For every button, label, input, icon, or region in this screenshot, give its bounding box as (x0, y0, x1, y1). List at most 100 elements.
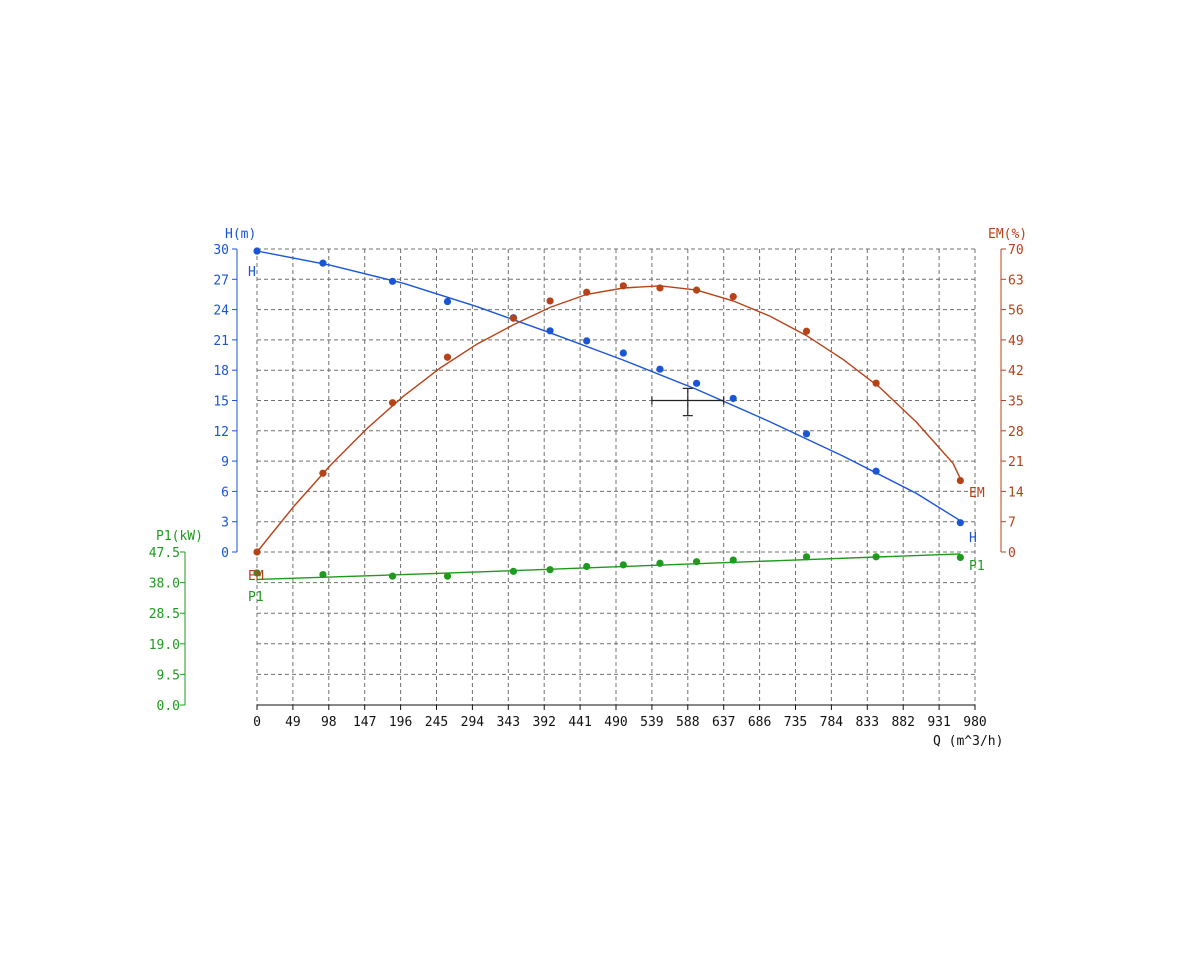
p1-data-point (656, 559, 664, 567)
h-data-point (729, 394, 737, 403)
x-tick-label: 196 (389, 715, 412, 730)
em-tick-label: 70 (1008, 243, 1024, 258)
h-data-point (319, 259, 327, 267)
p1-series-label-start: P1 (248, 590, 264, 605)
em-data-point (546, 297, 554, 305)
em-data-point (509, 314, 518, 322)
em-axis-title: EM(%) (988, 227, 1027, 242)
p1-data-point (583, 562, 591, 571)
h-tick-label: 21 (213, 334, 229, 349)
h-tick-label: 12 (213, 425, 229, 440)
x-tick-label: 931 (927, 715, 950, 730)
h-tick-label: 9 (221, 455, 229, 470)
h-data-point (443, 297, 452, 306)
em-tick-label: 42 (1008, 364, 1024, 379)
x-tick-label: 392 (532, 715, 555, 730)
x-tick-label: 490 (604, 715, 627, 730)
p1-axis-title: P1(kW) (156, 529, 203, 544)
em-tick-label: 0 (1008, 546, 1016, 561)
h-curve (256, 250, 961, 522)
x-tick-label: 686 (748, 715, 771, 730)
em-tick-label: 56 (1008, 304, 1024, 319)
em-tick-label: 7 (1008, 516, 1016, 531)
x-tick-label: 49 (285, 715, 301, 730)
h-tick-label: 24 (213, 304, 229, 319)
em-data-point (956, 476, 964, 485)
x-tick-label: 441 (568, 715, 591, 730)
h-axis-title: H(m) (225, 227, 256, 242)
p1-data-point (872, 553, 880, 561)
em-data-point (319, 469, 327, 477)
h-data-point (956, 519, 964, 527)
h-data-point (583, 337, 591, 345)
h-data-point (619, 349, 627, 357)
em-tick-label: 49 (1008, 334, 1024, 349)
p1-tick-label: 19.0 (149, 638, 180, 653)
x-tick-label: 0 (253, 715, 261, 730)
em-data-point (388, 399, 397, 407)
h-tick-label: 27 (213, 273, 229, 288)
x-tick-label: 539 (640, 715, 663, 730)
p1-data-point (443, 572, 452, 580)
h-data-point (546, 327, 554, 335)
grid (256, 248, 976, 706)
p1-data-point (509, 567, 518, 575)
em-series-label-end: EM (969, 486, 985, 501)
axes: 0 49 98 147 196 245 294 343 392 441 490 539 588 637 68… (149, 243, 1024, 730)
p1-series-label-end: P1 (969, 559, 985, 574)
p1-tick-label: 47.5 (149, 546, 180, 561)
em-data-point (692, 286, 701, 294)
em-data-point (253, 548, 261, 556)
em-curve (256, 285, 961, 553)
p1-data-point (619, 561, 627, 569)
h-data-point (872, 467, 880, 475)
h-tick-label: 30 (213, 243, 229, 258)
h-tick-label: 15 (213, 395, 229, 410)
h-tick-label: 6 (221, 485, 229, 500)
em-data-point (802, 327, 811, 335)
x-tick-label: 294 (461, 715, 485, 730)
h-tick-label: 0 (221, 546, 229, 561)
x-tick-label: 882 (891, 715, 914, 730)
p1-data-point (692, 558, 701, 566)
em-data-point (443, 353, 452, 361)
series (253, 247, 964, 581)
em-tick-label: 21 (1008, 455, 1024, 470)
em-data-point (583, 288, 591, 296)
em-data-point (872, 379, 880, 387)
p1-data-point (729, 556, 737, 564)
p1-data-point (319, 570, 327, 579)
h-data-point (253, 247, 261, 255)
x-tick-label: 343 (497, 715, 520, 730)
h-data-point (656, 365, 664, 373)
em-data-point (729, 293, 737, 301)
x-tick-label: 833 (856, 715, 879, 730)
x-tick-label: 784 (820, 715, 844, 730)
em-tick-label: 14 (1008, 485, 1024, 500)
x-tick-label: 98 (321, 715, 337, 730)
p1-tick-label: 28.5 (149, 607, 180, 622)
q-axis-title: Q (m^3/h) (933, 734, 1003, 749)
x-tick-label: 637 (712, 715, 735, 730)
p1-data-point (802, 553, 811, 561)
h-tick-label: 18 (213, 364, 229, 379)
p1-data-point (546, 566, 554, 574)
axis-and-series-labels: H(m) EM(%) P1(kW) Q (m^3/h) H H EM EM P1… (156, 227, 1027, 749)
em-tick-label: 35 (1008, 395, 1024, 410)
p1-curve (256, 553, 961, 581)
x-tick-label: 980 (963, 715, 986, 730)
p1-data-point (253, 569, 261, 577)
h-data-point (802, 430, 811, 438)
h-series-label-start: H (248, 265, 256, 280)
x-tick-label: 588 (676, 715, 699, 730)
em-tick-label: 63 (1008, 273, 1024, 288)
p1-data-point (388, 572, 397, 580)
h-data-point (388, 277, 397, 285)
h-tick-label: 3 (221, 516, 229, 531)
x-tick-label: 147 (353, 715, 376, 730)
h-series-label-end: H (969, 531, 977, 546)
p1-tick-label: 9.5 (157, 668, 180, 683)
em-series-label-start: EM (248, 569, 264, 584)
